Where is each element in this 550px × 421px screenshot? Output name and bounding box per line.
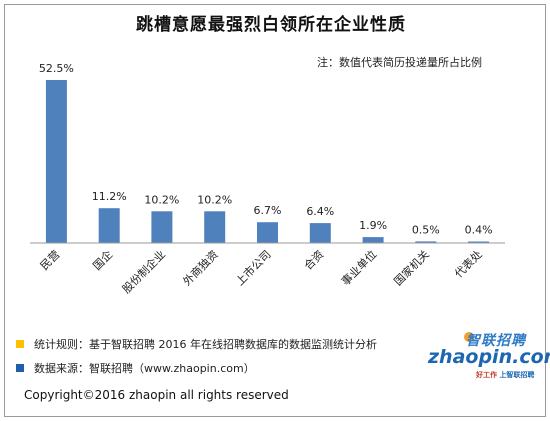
category-label-7: 国家机关 <box>391 247 432 288</box>
logo-slogan-b: 上智联招聘 <box>499 371 535 379</box>
value-label-4: 6.7% <box>254 204 282 217</box>
bar-5 <box>309 223 331 243</box>
chart-frame <box>4 4 546 417</box>
value-label-7: 0.5% <box>412 223 440 236</box>
legend-text-rule: 统计规则：基于智联招聘 2016 年在线招聘数据库的数据监测统计分析 <box>34 338 377 351</box>
bar-1 <box>98 208 120 243</box>
bars-group <box>45 80 490 243</box>
legend-swatch-source <box>16 364 24 372</box>
bar-4 <box>257 222 278 243</box>
category-label-6: 事业单位 <box>338 247 379 288</box>
legend-item-source: 数据来源：智联招聘（www.zhaopin.com） <box>16 360 255 376</box>
legend-text-source: 数据来源：智联招聘（www.zhaopin.com） <box>34 362 255 375</box>
logo-cn-text: 智联招聘 <box>466 333 526 349</box>
chart-title: 跳槽意愿最强烈白领所在企业性质 <box>136 15 406 35</box>
category-label-2: 股份制企业 <box>119 247 168 296</box>
logo-slogan: 好工作 上智联招聘 <box>476 370 534 380</box>
bar-6 <box>362 237 384 243</box>
category-label-0: 民营 <box>37 247 62 272</box>
value-label-1: 11.2% <box>92 190 127 203</box>
logo-en-text: zhaopin.com <box>428 346 550 368</box>
value-label-3: 10.2% <box>197 193 232 206</box>
bar-8 <box>468 241 490 243</box>
value-label-5: 6.4% <box>306 205 334 218</box>
chart-note: 注：数值代表简历投递量所占比例 <box>317 56 482 69</box>
category-labels-group: 民营 国企 股份制企业 外商独资 上市公司 合资 事业单位 国家机关 代表处 <box>37 247 485 296</box>
value-label-6: 1.9% <box>359 219 387 232</box>
bar-3 <box>204 211 226 243</box>
legend-item-rule: 统计规则：基于智联招聘 2016 年在线招聘数据库的数据监测统计分析 <box>16 336 377 352</box>
bar-chart: 52.5% 11.2% 10.2% 10.2% 6.7% 6.4% 1.9% 0.5% 0.4%… <box>30 62 505 296</box>
value-label-0: 52.5% <box>39 62 74 75</box>
zhaopin-logo: 智联招聘 zhaopin.com 好工作 上智联招聘 <box>420 330 550 384</box>
logo-slogan-a: 好工作 <box>476 371 497 379</box>
category-label-4: 上市公司 <box>233 247 274 288</box>
bar-7 <box>415 241 437 243</box>
category-label-3: 外商独资 <box>180 247 221 288</box>
legend-swatch-rule <box>16 340 24 348</box>
bar-2 <box>151 211 173 243</box>
bar-0 <box>45 80 67 243</box>
category-label-1: 国企 <box>90 247 115 272</box>
value-labels-group: 52.5% 11.2% 10.2% 10.2% 6.7% 6.4% 1.9% 0.5% 0.4% <box>39 62 493 237</box>
category-label-8: 代表处 <box>451 247 484 280</box>
value-label-8: 0.4% <box>465 224 493 237</box>
value-label-2: 10.2% <box>144 193 179 206</box>
copyright-text: Copyright©2016 zhaopin all rights reserv… <box>24 388 289 402</box>
logo-dot-icon <box>464 332 474 342</box>
category-label-5: 合资 <box>301 247 326 272</box>
